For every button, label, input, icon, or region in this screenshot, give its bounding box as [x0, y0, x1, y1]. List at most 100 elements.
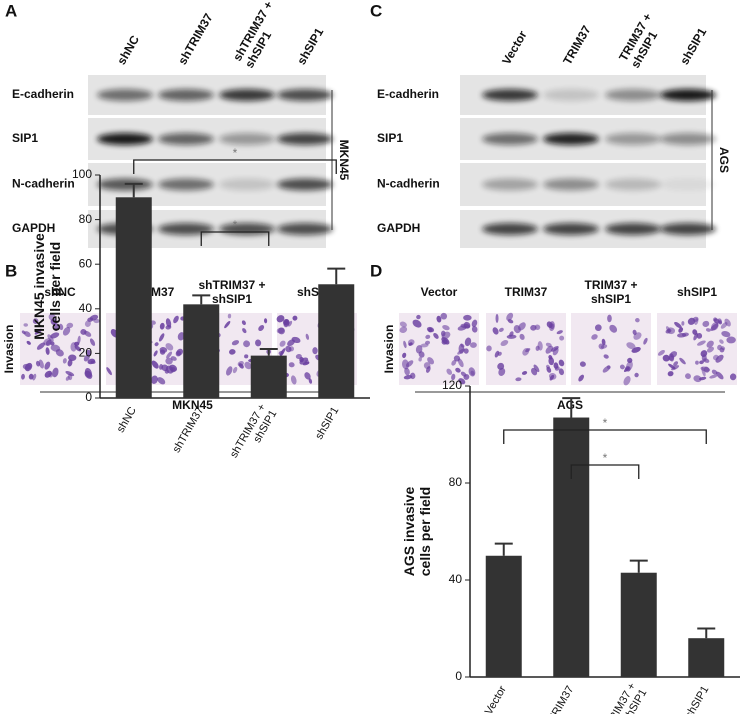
band: [543, 89, 599, 101]
cell: [643, 337, 648, 345]
cell: [711, 369, 718, 375]
cell: [548, 372, 557, 380]
cell: [45, 347, 50, 355]
significance-bracket: [200, 231, 270, 246]
cell: [23, 323, 28, 327]
cell: [295, 353, 302, 360]
cell: [402, 352, 407, 359]
significance-label: *: [603, 451, 608, 465]
cell: [48, 313, 57, 322]
cell: [399, 326, 408, 334]
cell: [693, 375, 702, 383]
cell: [546, 366, 552, 373]
cell: [93, 318, 100, 324]
cell: [525, 348, 531, 353]
cell: [225, 366, 233, 376]
cell: [607, 314, 612, 323]
cell: [84, 320, 91, 327]
cell: [632, 329, 637, 336]
band: [543, 223, 599, 235]
row-label: SIP1: [377, 131, 403, 145]
cell: [710, 323, 719, 331]
cell: [229, 349, 236, 355]
cell: [287, 320, 293, 327]
cell: [719, 339, 724, 344]
row-label: Invasion: [2, 325, 16, 374]
cell: [470, 342, 477, 348]
cell: [227, 313, 232, 319]
band: [158, 89, 214, 101]
band: [660, 133, 716, 145]
cell: [460, 343, 465, 348]
y-tick-label: 120: [442, 378, 462, 392]
panel-label: C: [370, 1, 382, 20]
row-label: E-cadherin: [377, 87, 439, 101]
cell: [423, 362, 431, 369]
cell: [426, 326, 435, 333]
y-tick-label: 100: [72, 167, 92, 181]
cell: [548, 321, 555, 332]
cell: [21, 330, 26, 335]
bar: [485, 555, 522, 677]
cell: [403, 375, 413, 380]
cell: [696, 333, 703, 339]
cell: [441, 331, 451, 340]
cell: [308, 378, 313, 384]
cell: [603, 354, 609, 359]
cell: [494, 350, 500, 358]
cell: [58, 323, 64, 331]
cell: [232, 366, 238, 374]
cell: [695, 360, 699, 365]
cell: [681, 332, 689, 337]
cell: [578, 374, 585, 382]
significance-label: *: [233, 218, 238, 232]
cell: [678, 327, 684, 333]
cell: [558, 368, 565, 376]
cell: [150, 375, 158, 384]
cell: [673, 361, 679, 367]
cell: [559, 335, 565, 341]
cell: [159, 322, 165, 330]
cell: [433, 332, 439, 339]
column-label: shSIP1: [677, 285, 717, 299]
bar: [620, 572, 657, 677]
cell: [62, 326, 71, 336]
cell: [278, 327, 285, 335]
cell: [468, 367, 476, 377]
cell: [32, 318, 39, 324]
cell: [84, 367, 92, 378]
cell: [606, 365, 611, 370]
cell: [418, 357, 422, 362]
cell: [716, 371, 724, 380]
y-tick-label: 20: [79, 346, 93, 360]
cell: [153, 350, 158, 357]
cell: [244, 361, 252, 370]
panel-label: B: [5, 261, 17, 280]
cell: [556, 330, 563, 335]
cell: [667, 371, 674, 377]
y-tick-label: 0: [455, 669, 462, 683]
cell: [83, 354, 90, 362]
cell: [506, 334, 517, 339]
band: [158, 178, 214, 191]
cell: [67, 359, 73, 367]
band: [219, 89, 275, 101]
cell: [662, 354, 670, 362]
cell: [442, 325, 450, 331]
cell: [304, 372, 311, 380]
cell: [47, 334, 54, 342]
row-label: N-cadherin: [12, 177, 75, 191]
cell: [457, 358, 464, 368]
cell: [157, 377, 166, 385]
cell-line-label: MKN45: [337, 140, 351, 181]
significance-label: *: [603, 416, 608, 430]
cell: [458, 378, 466, 385]
cell: [726, 336, 736, 344]
cell: [591, 334, 598, 340]
cell: [498, 327, 504, 332]
cell: [619, 364, 625, 370]
cell: [159, 347, 168, 353]
band: [543, 133, 599, 145]
cell: [679, 357, 686, 365]
